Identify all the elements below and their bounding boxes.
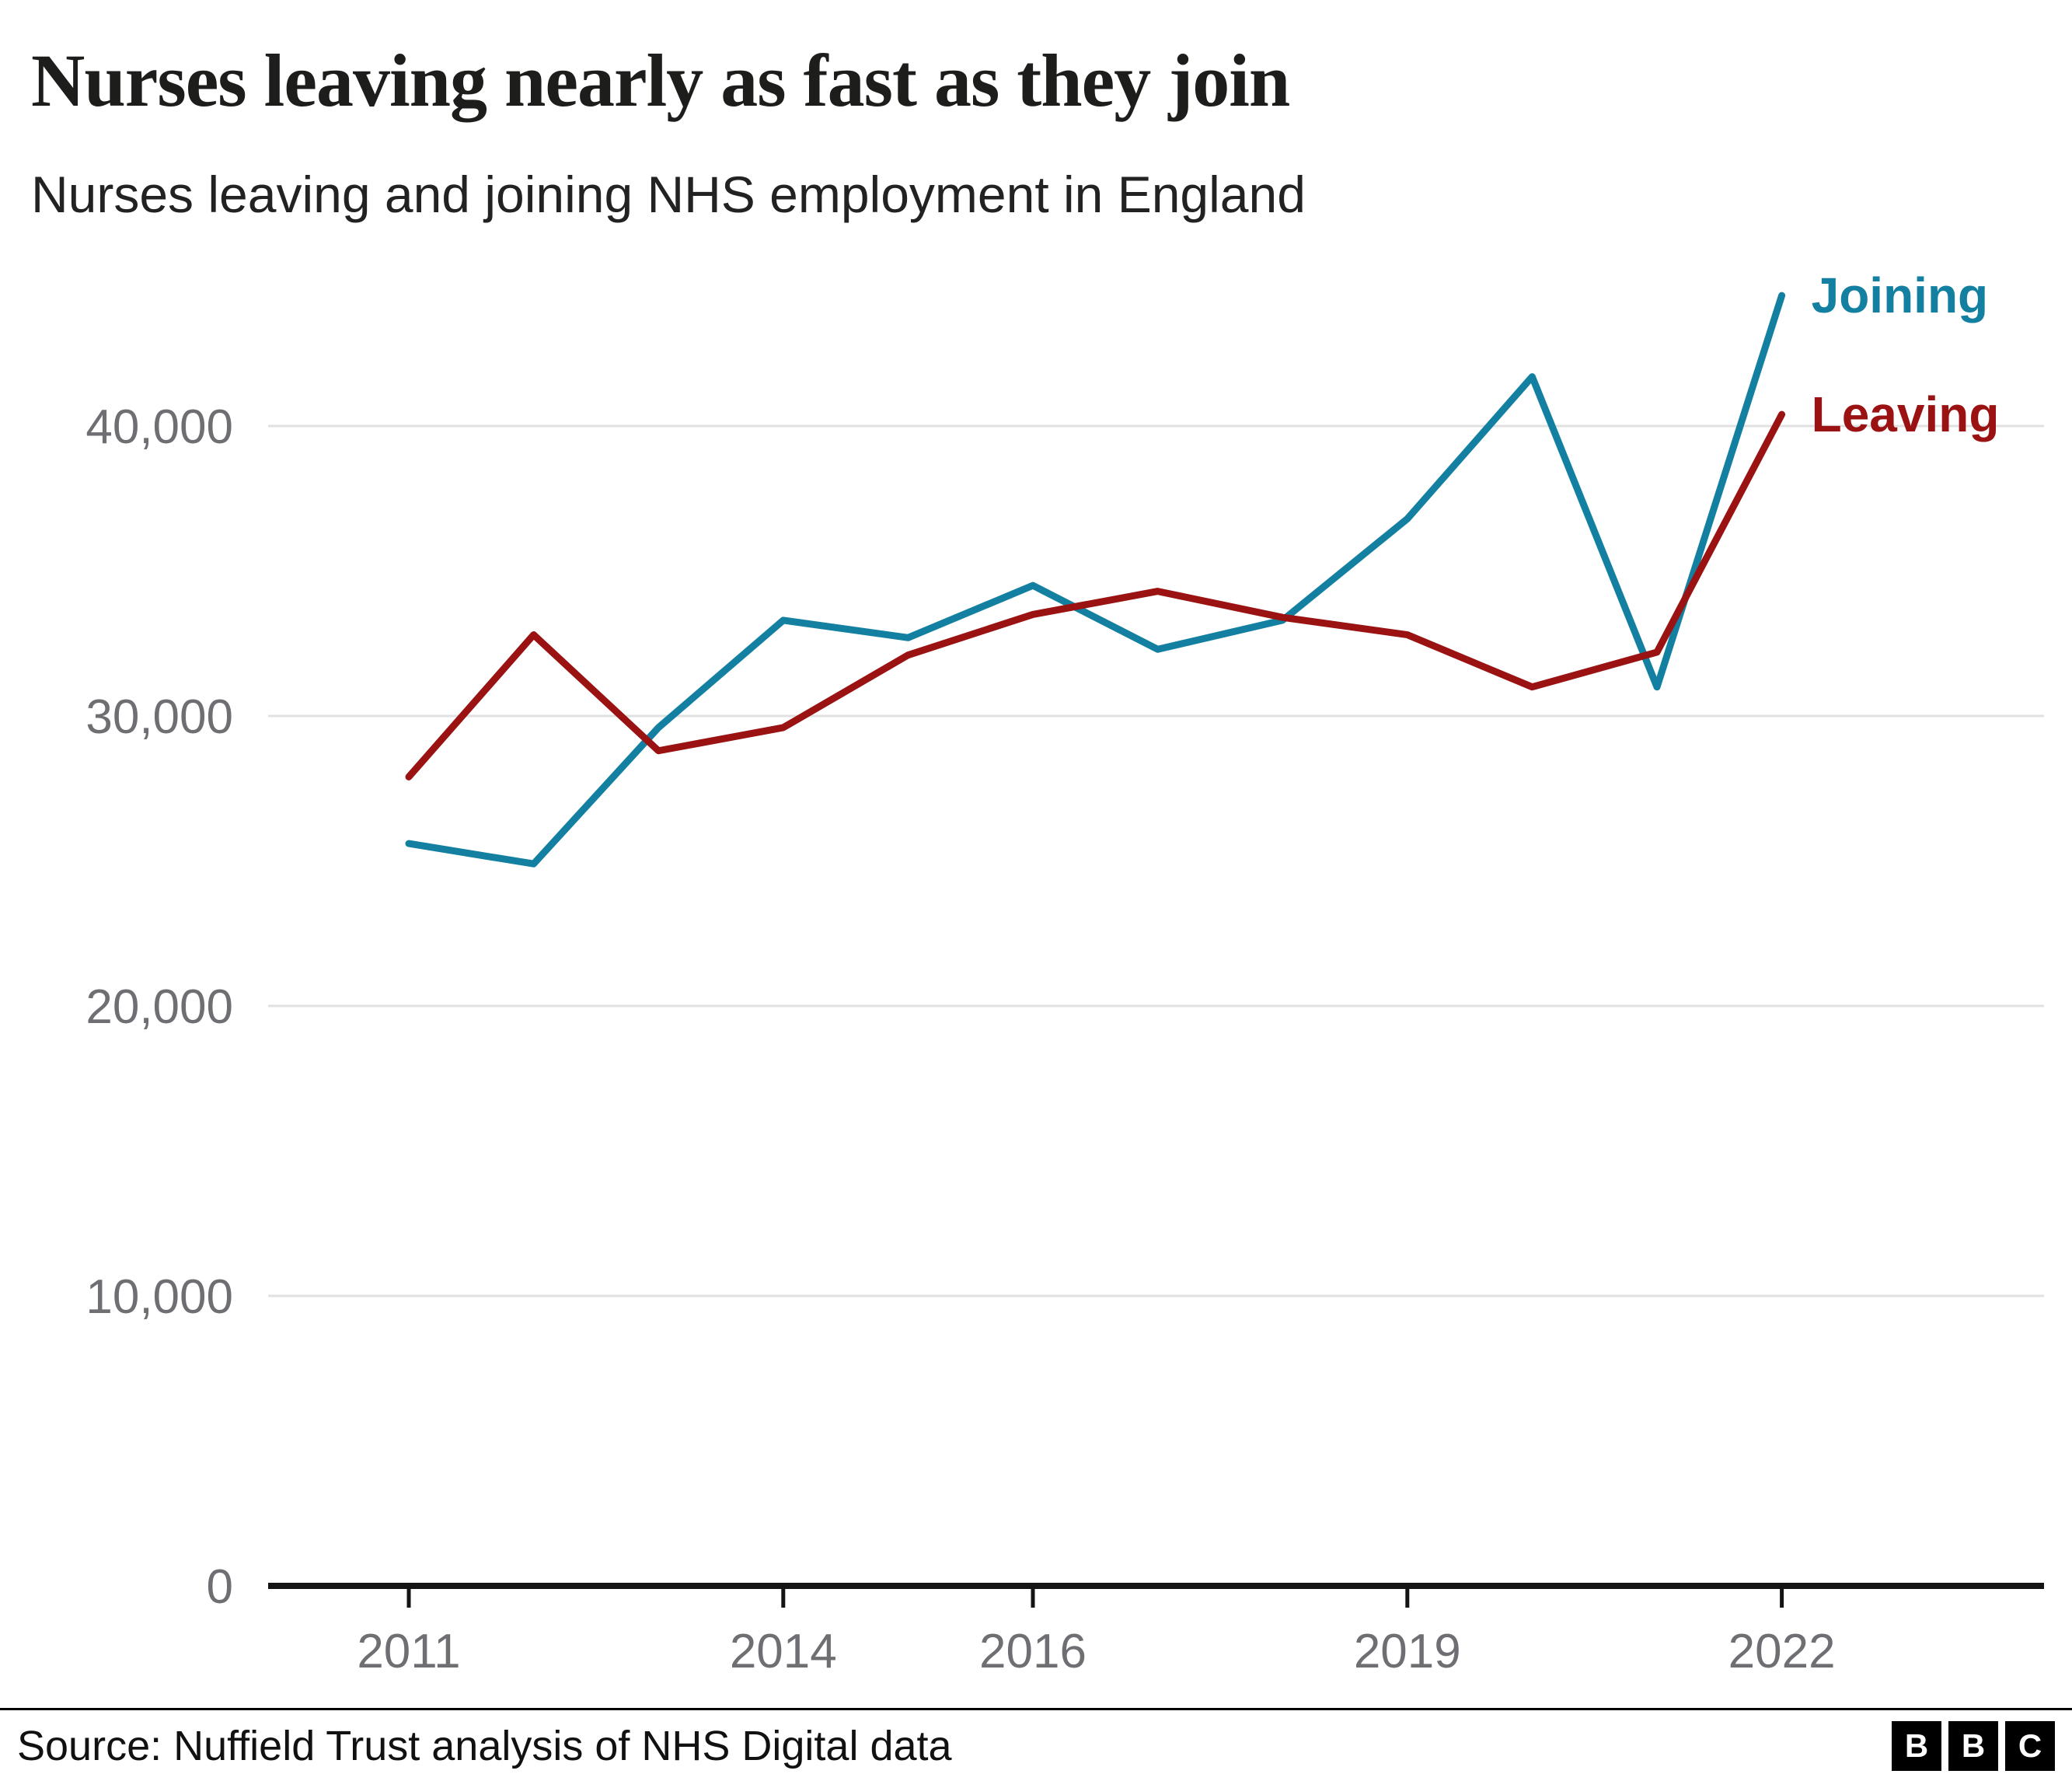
y-axis-tick-label: 20,000 (85, 980, 233, 1034)
x-axis-tick-label: 2022 (1728, 1625, 1836, 1678)
legend-joining: Joining (1811, 267, 1989, 324)
x-axis-tick-label: 2014 (730, 1625, 837, 1678)
chart-subtitle: Nurses leaving and joining NHS employmen… (31, 166, 1306, 223)
y-axis-tick-label: 0 (207, 1560, 233, 1614)
bbc-logo-b1: B (1892, 1720, 1941, 1771)
chart-title: Nurses leaving nearly as fast as they jo… (31, 39, 1290, 122)
y-axis-tick-label: 40,000 (85, 400, 233, 454)
footer: Source: Nuffield Trust analysis of NHS D… (0, 1708, 2072, 1781)
source-text: Source: Nuffield Trust analysis of NHS D… (17, 1722, 952, 1769)
x-axis-tick-label: 2016 (979, 1625, 1087, 1678)
bbc-logo-c: C (2005, 1720, 2055, 1771)
series-line-leaving (405, 410, 1786, 780)
y-axis-tick-label: 10,000 (85, 1270, 233, 1324)
x-axis-tick-label: 2019 (1354, 1625, 1461, 1678)
series-line-joining (405, 292, 1786, 868)
bbc-logo-b2: B (1948, 1720, 1998, 1771)
y-axis-tick-label: 30,000 (85, 690, 233, 744)
bbc-logo: B B C (1892, 1720, 2055, 1771)
x-axis-tick-label: 2011 (357, 1625, 460, 1678)
legend-leaving: Leaving (1811, 386, 2000, 443)
